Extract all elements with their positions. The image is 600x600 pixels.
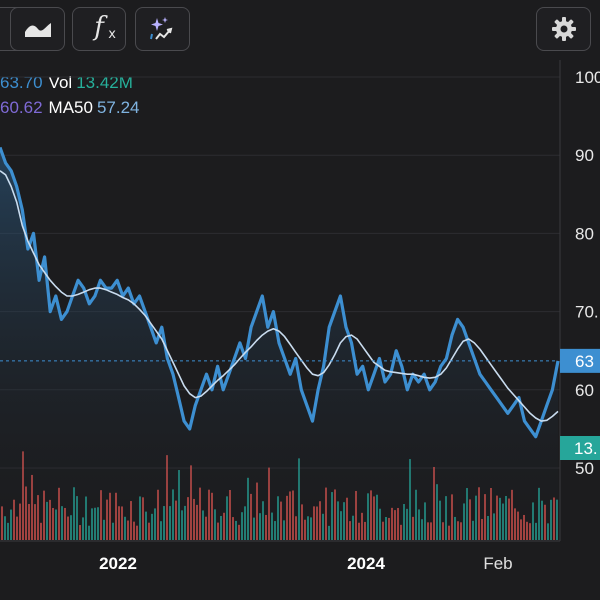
x-tick-label: 2022 bbox=[99, 554, 137, 573]
legend-ma-value: 60.62 bbox=[0, 98, 43, 117]
current-price-badge-label: 63 bbox=[575, 352, 594, 371]
y-tick-label: 70. bbox=[575, 303, 599, 322]
current-volume-badge-box bbox=[560, 436, 600, 460]
y-tick-label: 60 bbox=[575, 381, 594, 400]
y-tick-label: 100 bbox=[575, 68, 600, 87]
ai-sparkle-chart-icon bbox=[149, 17, 172, 40]
ai-sparkle-chart-button[interactable] bbox=[135, 7, 190, 51]
legend-ma50-value: 57.24 bbox=[96, 98, 140, 117]
legend-volume-label: Vol bbox=[48, 73, 73, 92]
y-tick-label: 50 bbox=[575, 459, 594, 478]
x-axis: 2022 2024 Feb bbox=[99, 554, 513, 573]
gear-icon bbox=[551, 17, 576, 41]
current-volume-badge: 13. bbox=[560, 436, 600, 460]
legend-price-value: 63.70 bbox=[0, 73, 43, 92]
moving-average-line bbox=[0, 170, 559, 422]
y-axis: 100 90 80 70. 60 50 bbox=[575, 68, 600, 478]
current-price-badge-box bbox=[560, 348, 600, 373]
area-chart-icon bbox=[24, 23, 51, 37]
y-tick-label: 90 bbox=[575, 146, 594, 165]
legend-volume-value: 13.42M bbox=[76, 73, 133, 92]
area-chart-button[interactable] bbox=[10, 7, 65, 51]
legend-row-price: 63.70 Vol 13.42M bbox=[0, 73, 133, 93]
x-tick-label: Feb bbox=[483, 554, 512, 573]
current-price-badge: 63 bbox=[560, 348, 600, 373]
x-tick-label: 2024 bbox=[347, 554, 385, 573]
current-volume-badge-label: 13. bbox=[574, 439, 598, 458]
legend-row-moving-average: 60.62 MA50 57.24 bbox=[0, 98, 140, 118]
price-line bbox=[0, 146, 560, 439]
settings-button[interactable] bbox=[536, 7, 591, 51]
y-tick-label: 80 bbox=[575, 224, 594, 243]
legend-ma50-label: MA50 bbox=[48, 98, 93, 117]
